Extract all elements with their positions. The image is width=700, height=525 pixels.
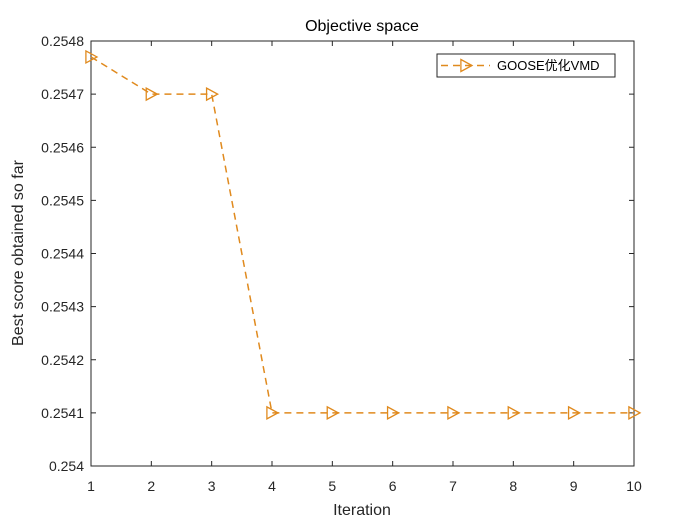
x-tick-label: 2	[147, 478, 155, 494]
legend-series-label: GOOSE优化VMD	[497, 58, 600, 73]
x-tick-label: 1	[87, 478, 95, 494]
x-tick-label: 6	[389, 478, 397, 494]
x-tick-label: 4	[268, 478, 276, 494]
y-tick-label: 0.2544	[41, 246, 84, 262]
data-point-marker	[145, 87, 159, 102]
x-tick-label: 10	[626, 478, 642, 494]
chart-title: Objective space	[305, 18, 419, 35]
data-point-marker	[386, 405, 401, 420]
y-tick-label: 0.254	[49, 458, 84, 474]
y-axis-label: Best score obtained so far	[10, 159, 27, 346]
data-point-marker	[266, 405, 280, 420]
y-tick-label: 0.2546	[41, 139, 84, 155]
y-tick-label: 0.2543	[41, 299, 84, 315]
x-tick-label: 9	[570, 478, 578, 494]
y-axis-ticks: 0.254 0.2541 0.2542 0.2543 0.2544 0.2545 0.254…	[41, 33, 634, 474]
axes-box	[90, 40, 635, 467]
x-tick-label: 3	[208, 478, 216, 494]
x-axis-label: Iteration	[333, 502, 391, 519]
data-point-marker	[567, 405, 582, 420]
series-line	[90, 56, 634, 414]
data-point-marker	[447, 405, 461, 420]
y-tick-label: 0.2541	[41, 405, 84, 421]
y-tick-label: 0.2545	[41, 192, 84, 208]
y-tick-label: 0.2548	[41, 33, 84, 49]
x-axis-ticks: 1 2 3 4 5 6 7 8 9 10	[87, 41, 642, 494]
x-tick-label: 5	[328, 478, 336, 494]
legend: GOOSE优化VMD	[436, 53, 616, 78]
data-point-marker	[85, 49, 99, 65]
data-point-marker	[205, 87, 220, 102]
data-point-marker	[628, 405, 642, 420]
x-tick-label: 8	[509, 478, 517, 494]
y-tick-label: 0.2542	[41, 352, 84, 368]
series-layer	[85, 49, 642, 420]
legend-box	[436, 53, 616, 78]
plot-area: 1 2 3 4 5 6 7 8 9 10 0.2540.25410.25420.25430.254…	[41, 33, 642, 494]
data-point-marker	[326, 405, 340, 420]
legend-marker-triangle-icon	[460, 58, 474, 73]
data-point-marker	[507, 405, 521, 420]
y-tick-label: 0.2547	[41, 86, 84, 102]
x-tick-label: 7	[449, 478, 457, 494]
